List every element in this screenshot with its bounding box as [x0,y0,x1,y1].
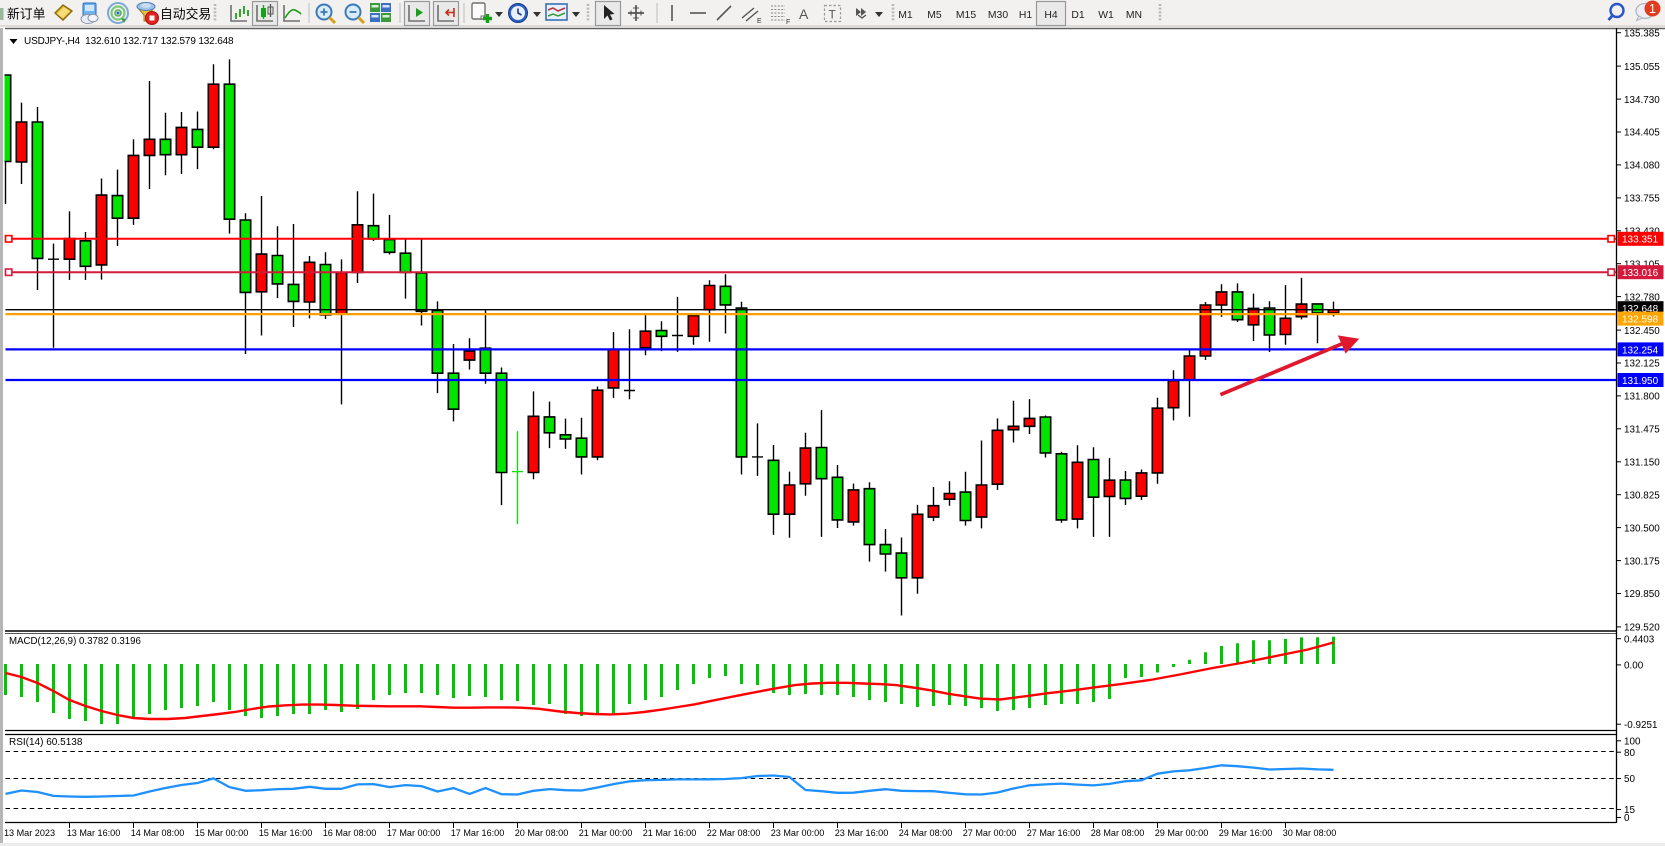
svg-text:13 Mar 16:00: 13 Mar 16:00 [67,828,121,838]
svg-text:20 Mar 08:00: 20 Mar 08:00 [515,828,569,838]
svg-text:134.730: 134.730 [1624,95,1660,106]
svg-text:D1: D1 [1071,10,1085,21]
svg-text:T: T [829,8,837,22]
svg-text:132.254: 132.254 [1622,345,1659,356]
svg-text:F: F [786,19,790,26]
svg-text:23 Mar 00:00: 23 Mar 00:00 [771,828,825,838]
svg-text:1: 1 [1649,2,1656,16]
svg-text:132.780: 132.780 [1624,292,1660,303]
svg-text:133.755: 133.755 [1624,194,1660,205]
svg-text:132.450: 132.450 [1624,326,1660,337]
svg-text:M1: M1 [898,10,913,21]
svg-text:132.648: 132.648 [1622,304,1659,315]
svg-text:17 Mar 16:00: 17 Mar 16:00 [451,828,505,838]
svg-text:M15: M15 [956,10,976,21]
svg-text:132.125: 132.125 [1624,359,1660,370]
svg-text:USDJPY-,H4 132.610 132.717 13: USDJPY-,H4 132.610 132.717 132.579 132.6… [24,36,234,47]
svg-text:134.405: 134.405 [1624,128,1660,139]
svg-text:133.016: 133.016 [1622,268,1659,279]
svg-text:23 Mar 16:00: 23 Mar 16:00 [835,828,889,838]
svg-text:129.520: 129.520 [1624,623,1660,634]
svg-text:22 Mar 08:00: 22 Mar 08:00 [707,828,761,838]
svg-text:17 Mar 00:00: 17 Mar 00:00 [387,828,441,838]
svg-text:新订单: 新订单 [7,6,46,21]
svg-text:RSI(14) 60.5138: RSI(14) 60.5138 [9,737,83,748]
svg-text:133.105: 133.105 [1624,259,1660,270]
svg-text:21 Mar 16:00: 21 Mar 16:00 [643,828,697,838]
svg-text:131.475: 131.475 [1624,425,1660,436]
svg-text:29 Mar 16:00: 29 Mar 16:00 [1219,828,1273,838]
svg-text:-0.9251: -0.9251 [1624,720,1658,731]
svg-text:15 Mar 00:00: 15 Mar 00:00 [195,828,249,838]
svg-text:H1: H1 [1019,10,1033,21]
svg-text:130.500: 130.500 [1624,523,1660,534]
svg-text:13 Mar 2023: 13 Mar 2023 [4,828,55,838]
svg-text:M5: M5 [927,10,942,21]
svg-text:100: 100 [1624,737,1641,748]
svg-text:21 Mar 00:00: 21 Mar 00:00 [579,828,633,838]
svg-text:29 Mar 00:00: 29 Mar 00:00 [1155,828,1209,838]
svg-text:0.4403: 0.4403 [1624,634,1655,645]
svg-text:A: A [799,6,809,22]
svg-text:131.150: 131.150 [1624,458,1660,469]
svg-text:24 Mar 08:00: 24 Mar 08:00 [899,828,953,838]
svg-text:131.950: 131.950 [1622,376,1659,387]
svg-text:28 Mar 08:00: 28 Mar 08:00 [1091,828,1145,838]
svg-text:134.080: 134.080 [1624,161,1660,172]
svg-text:27 Mar 16:00: 27 Mar 16:00 [1027,828,1081,838]
svg-text:15: 15 [1624,805,1635,816]
svg-text:133.351: 133.351 [1622,235,1659,246]
svg-text:0.00: 0.00 [1624,661,1644,672]
svg-text:129.850: 129.850 [1624,589,1660,600]
svg-text:135.055: 135.055 [1624,62,1660,73]
svg-text:50: 50 [1624,774,1635,785]
svg-text:0: 0 [1624,813,1630,824]
svg-text:M30: M30 [988,10,1008,21]
svg-text:14 Mar 08:00: 14 Mar 08:00 [131,828,185,838]
svg-text:30 Mar 08:00: 30 Mar 08:00 [1283,828,1337,838]
svg-text:16 Mar 08:00: 16 Mar 08:00 [323,828,377,838]
svg-text:H4: H4 [1044,10,1058,21]
svg-text:27 Mar 00:00: 27 Mar 00:00 [963,828,1017,838]
svg-text:135.385: 135.385 [1624,28,1660,39]
svg-text:131.800: 131.800 [1624,392,1660,403]
svg-text:自动交易: 自动交易 [160,6,211,21]
svg-text:132.598: 132.598 [1622,315,1659,326]
svg-text:130.175: 130.175 [1624,556,1660,567]
svg-text:80: 80 [1624,748,1635,759]
svg-text:MN: MN [1126,10,1142,21]
svg-text:MACD(12,26,9) 0.3782 0.3196: MACD(12,26,9) 0.3782 0.3196 [9,636,141,647]
svg-text:E: E [757,18,762,25]
svg-text:W1: W1 [1098,10,1114,21]
svg-text:15 Mar 16:00: 15 Mar 16:00 [259,828,313,838]
svg-text:130.825: 130.825 [1624,490,1660,501]
